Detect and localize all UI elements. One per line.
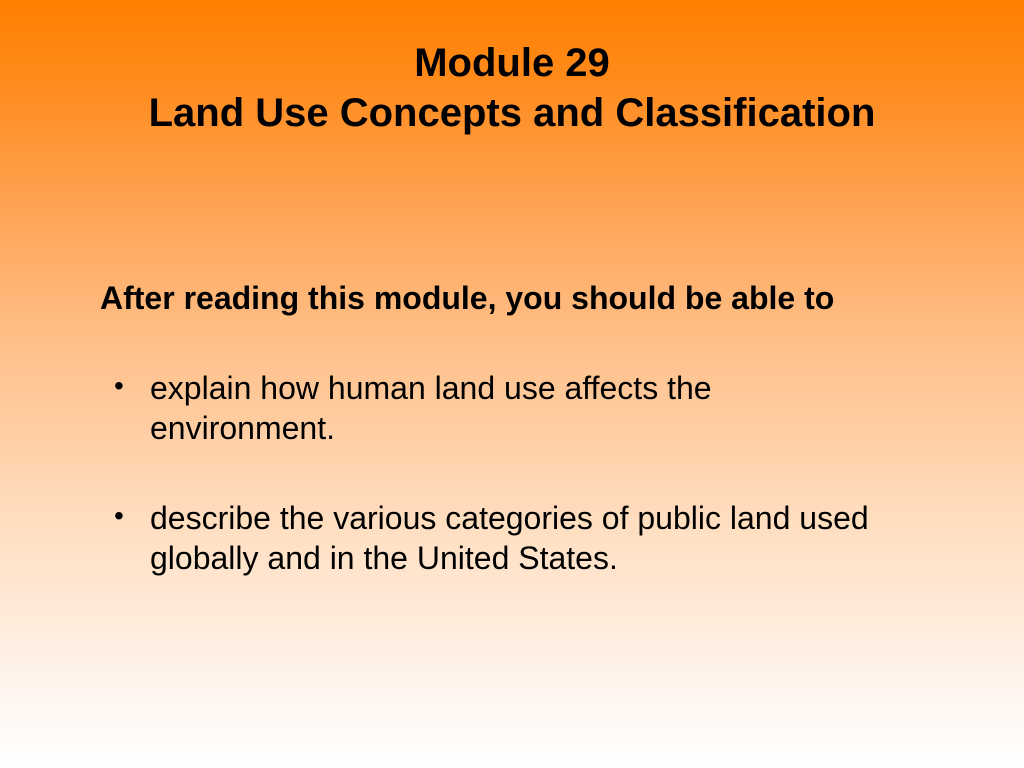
bullet-list: explain how human land use affects the e… xyxy=(100,368,964,578)
title-line-1: Module 29 xyxy=(60,38,964,88)
title-line-2: Land Use Concepts and Classification xyxy=(60,88,964,138)
list-item: explain how human land use affects the e… xyxy=(100,368,904,448)
slide: Module 29 Land Use Concepts and Classifi… xyxy=(0,0,1024,768)
slide-title: Module 29 Land Use Concepts and Classifi… xyxy=(60,38,964,138)
bullet-text: describe the various categories of publi… xyxy=(150,500,869,576)
list-item: describe the various categories of publi… xyxy=(100,498,904,578)
bullet-text: explain how human land use affects the e… xyxy=(150,370,712,446)
intro-text: After reading this module, you should be… xyxy=(100,278,964,318)
